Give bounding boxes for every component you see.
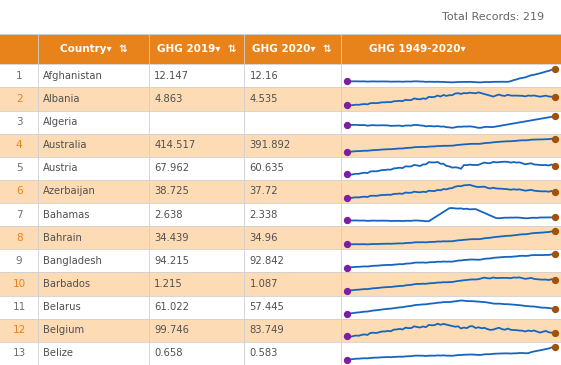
Text: 391.892: 391.892 <box>250 140 291 150</box>
Text: 83.749: 83.749 <box>250 325 284 335</box>
Bar <box>0 64 561 87</box>
Point <box>550 189 559 195</box>
Text: 7: 7 <box>16 210 22 220</box>
Text: GHG 2019▾  ⇅: GHG 2019▾ ⇅ <box>157 44 236 54</box>
Text: 1.087: 1.087 <box>250 279 278 289</box>
Point <box>343 241 352 247</box>
Text: 12.16: 12.16 <box>250 71 278 81</box>
Point <box>550 251 559 257</box>
Text: Total Records: 219: Total Records: 219 <box>442 12 544 22</box>
Text: 38.725: 38.725 <box>154 187 189 196</box>
Text: Barbados: Barbados <box>43 279 90 289</box>
Bar <box>0 34 561 64</box>
Text: Algeria: Algeria <box>43 117 78 127</box>
Point <box>343 102 352 108</box>
Point <box>550 114 559 119</box>
Text: 12.147: 12.147 <box>154 71 189 81</box>
Text: Austria: Austria <box>43 164 78 173</box>
Bar <box>0 203 561 226</box>
Text: 34.439: 34.439 <box>154 233 189 243</box>
Text: GHG 2020▾  ⇅: GHG 2020▾ ⇅ <box>252 44 332 54</box>
Bar <box>0 296 561 319</box>
Bar <box>0 319 561 342</box>
Text: 37.72: 37.72 <box>250 187 278 196</box>
Text: 92.842: 92.842 <box>250 256 284 266</box>
Text: 12: 12 <box>12 325 26 335</box>
Point <box>343 218 352 223</box>
Point <box>343 172 352 177</box>
Text: 2.638: 2.638 <box>154 210 183 220</box>
Point <box>550 306 559 312</box>
Point <box>550 94 559 100</box>
Point <box>343 333 352 339</box>
Point <box>550 344 559 350</box>
Text: GHG 1949-2020▾: GHG 1949-2020▾ <box>369 44 466 54</box>
Text: 0.658: 0.658 <box>154 349 183 358</box>
Text: 1: 1 <box>16 71 22 81</box>
Text: 0.583: 0.583 <box>250 349 278 358</box>
Point <box>343 122 352 128</box>
Text: 4: 4 <box>16 140 22 150</box>
Text: 57.445: 57.445 <box>250 302 284 312</box>
Text: Afghanistan: Afghanistan <box>43 71 103 81</box>
Point <box>550 330 559 336</box>
Text: 3: 3 <box>16 117 22 127</box>
Text: 34.96: 34.96 <box>250 233 278 243</box>
Text: Bangladesh: Bangladesh <box>43 256 102 266</box>
Bar <box>0 134 561 157</box>
Text: 94.215: 94.215 <box>154 256 189 266</box>
Bar <box>0 342 561 365</box>
Point <box>550 277 559 283</box>
Text: 6: 6 <box>16 187 22 196</box>
Text: 4.863: 4.863 <box>154 94 183 104</box>
Text: 10: 10 <box>12 279 26 289</box>
Bar <box>0 249 561 272</box>
Point <box>343 195 352 200</box>
Text: Bahamas: Bahamas <box>43 210 89 220</box>
Point <box>550 136 559 142</box>
Point <box>550 162 559 168</box>
Bar <box>0 87 561 111</box>
Bar <box>0 180 561 203</box>
Text: Belize: Belize <box>43 349 72 358</box>
Text: 9: 9 <box>16 256 22 266</box>
Point <box>343 149 352 155</box>
Text: Country▾  ⇅: Country▾ ⇅ <box>59 44 127 54</box>
Point <box>550 66 559 72</box>
Text: Belgium: Belgium <box>43 325 84 335</box>
Text: Azerbaijan: Azerbaijan <box>43 187 95 196</box>
Point <box>343 265 352 270</box>
Text: Belarus: Belarus <box>43 302 80 312</box>
Point <box>343 311 352 317</box>
Text: 13: 13 <box>12 349 26 358</box>
Bar <box>0 157 561 180</box>
Text: 61.022: 61.022 <box>154 302 189 312</box>
Bar <box>0 111 561 134</box>
Point <box>343 288 352 293</box>
Text: 8: 8 <box>16 233 22 243</box>
Point <box>550 228 559 234</box>
Text: Albania: Albania <box>43 94 80 104</box>
Text: 2: 2 <box>16 94 22 104</box>
Point <box>343 357 352 363</box>
Text: 5: 5 <box>16 164 22 173</box>
Bar <box>0 272 561 296</box>
Point <box>550 215 559 220</box>
Text: 60.635: 60.635 <box>250 164 284 173</box>
Text: Australia: Australia <box>43 140 87 150</box>
Bar <box>0 226 561 249</box>
Text: 2.338: 2.338 <box>250 210 278 220</box>
Text: 414.517: 414.517 <box>154 140 196 150</box>
Point <box>343 78 352 84</box>
Text: 1.215: 1.215 <box>154 279 183 289</box>
Text: 11: 11 <box>12 302 26 312</box>
Text: 67.962: 67.962 <box>154 164 190 173</box>
Text: Bahrain: Bahrain <box>43 233 81 243</box>
Text: 99.746: 99.746 <box>154 325 189 335</box>
Text: 4.535: 4.535 <box>250 94 278 104</box>
